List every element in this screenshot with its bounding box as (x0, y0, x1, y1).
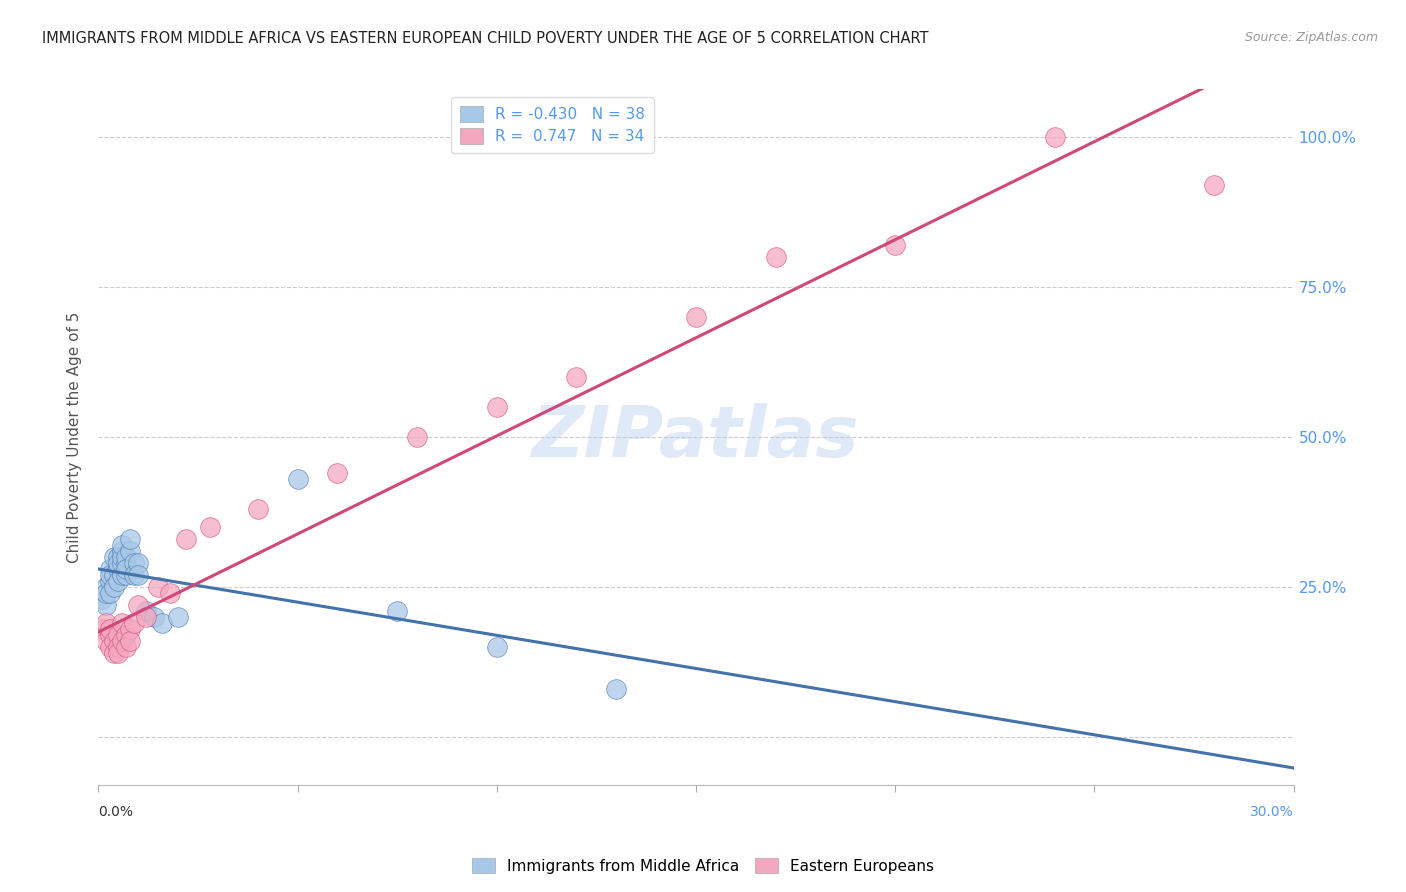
Point (115, 640, 138, 654)
Point (103, 580, 125, 594)
Point (685, 310, 707, 325)
Point (605, 681, 627, 696)
Point (120, 544, 142, 558)
Point (111, 615, 134, 630)
Point (103, 568, 125, 582)
Point (96, 580, 118, 594)
Text: ZIPatlas: ZIPatlas (533, 402, 859, 472)
Point (120, 634, 142, 648)
Point (100, 622, 122, 636)
Point (111, 568, 134, 582)
Point (96, 634, 118, 648)
Point (127, 598, 149, 612)
Point (765, 250, 787, 264)
Point (100, 586, 122, 600)
Point (100, 574, 122, 588)
Point (150, 615, 173, 630)
Point (100, 628, 122, 642)
Point (1202, 178, 1225, 193)
Point (111, 549, 134, 564)
Point (326, 466, 349, 480)
Point (100, 562, 122, 576)
Point (174, 532, 197, 546)
Point (287, 472, 309, 486)
Point (107, 628, 129, 642)
Point (115, 562, 138, 576)
Point (167, 610, 190, 624)
Text: 0.0%: 0.0% (98, 805, 134, 819)
Point (111, 544, 134, 558)
Point (485, 400, 508, 414)
Point (115, 628, 138, 642)
Point (485, 640, 508, 654)
Point (135, 604, 157, 618)
Point (127, 568, 149, 582)
Point (100, 568, 122, 582)
Point (143, 610, 166, 624)
Text: IMMIGRANTS FROM MIDDLE AFRICA VS EASTERN EUROPEAN CHILD POVERTY UNDER THE AGE OF: IMMIGRANTS FROM MIDDLE AFRICA VS EASTERN… (42, 31, 929, 46)
Point (96, 586, 118, 600)
Point (91, 622, 114, 636)
Point (107, 556, 129, 570)
Point (115, 556, 138, 570)
Point (107, 562, 129, 576)
Point (100, 640, 122, 654)
Point (124, 568, 146, 582)
Point (198, 520, 221, 534)
Point (107, 574, 129, 588)
Point (107, 549, 129, 564)
Point (884, 238, 907, 252)
Legend: R = -0.430   N = 38, R =  0.747   N = 34: R = -0.430 N = 38, R = 0.747 N = 34 (451, 97, 654, 153)
Point (103, 646, 125, 660)
Point (103, 549, 125, 564)
Point (385, 604, 409, 618)
Text: Source: ZipAtlas.com: Source: ZipAtlas.com (1244, 31, 1378, 45)
Point (115, 549, 138, 564)
Point (96, 598, 118, 612)
Point (246, 502, 269, 516)
Point (135, 610, 157, 624)
Legend: Immigrants from Middle Africa, Eastern Europeans: Immigrants from Middle Africa, Eastern E… (465, 852, 941, 880)
Point (115, 568, 138, 582)
Point (127, 556, 149, 570)
Point (124, 556, 146, 570)
Point (111, 556, 134, 570)
Text: 30.0%: 30.0% (1250, 805, 1294, 819)
Point (111, 538, 134, 552)
Point (91, 592, 114, 607)
Point (159, 586, 181, 600)
Point (103, 634, 125, 648)
Point (120, 622, 142, 636)
Point (148, 580, 170, 594)
Point (120, 532, 142, 546)
Point (406, 430, 429, 444)
Point (107, 646, 129, 660)
Point (565, 370, 588, 384)
Point (96, 615, 118, 630)
Point (107, 640, 129, 654)
Point (124, 615, 146, 630)
Point (111, 634, 134, 648)
Y-axis label: Child Poverty Under the Age of 5: Child Poverty Under the Age of 5 (67, 311, 83, 563)
Point (1043, 130, 1066, 145)
